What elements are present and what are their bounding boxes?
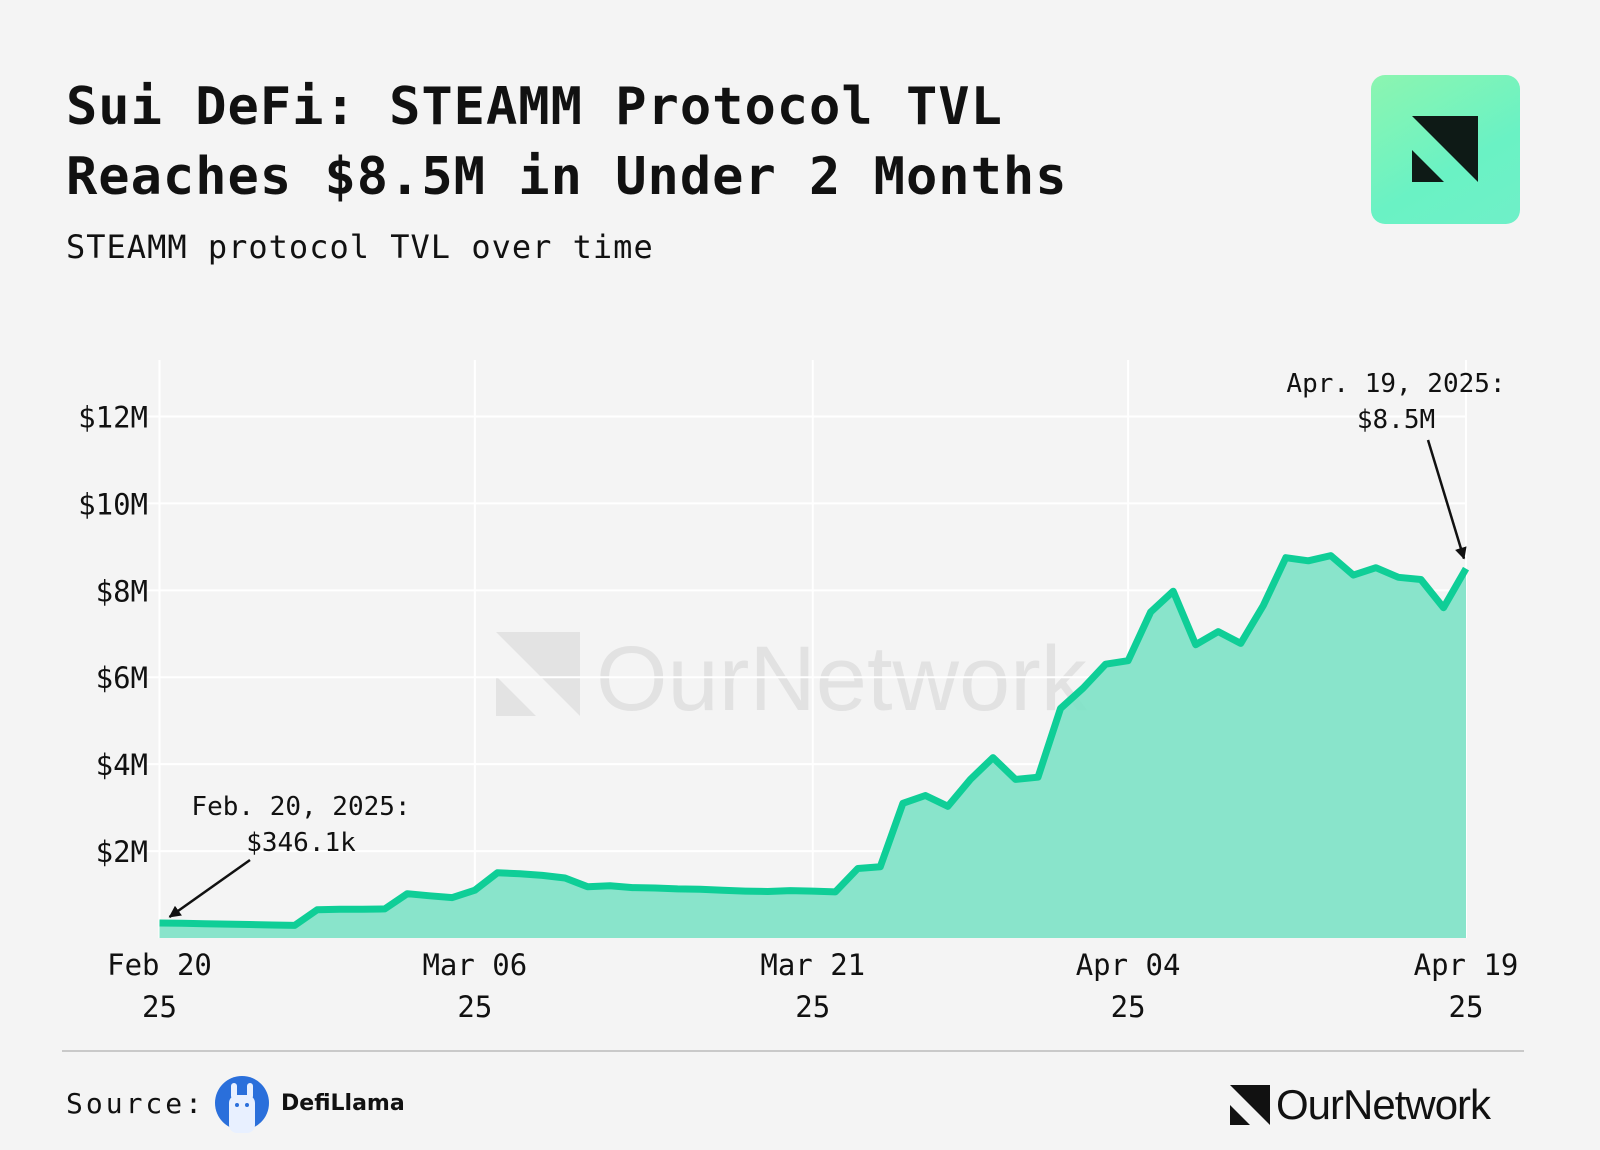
y-tick-label: $12M [78, 400, 148, 434]
title-line-1: Sui DeFi: STEAMM Protocol TVL [66, 77, 1003, 137]
chart-subtitle: STEAMM protocol TVL over time [66, 228, 654, 266]
x-tick-year: 25 [142, 990, 177, 1024]
source-name: DefiLlama [281, 1090, 405, 1116]
title-line-2: Reaches $8.5M in Under 2 Months [66, 147, 1068, 207]
watermark-mark-upper-icon [496, 632, 580, 716]
source-label: Source: [66, 1086, 206, 1120]
chart-grid [147, 360, 1467, 938]
x-tick-year: 25 [457, 990, 492, 1024]
ournetwork-mark-icon [1412, 116, 1478, 182]
x-tick-label: Mar 21 [760, 948, 865, 982]
watermark-mark-lower-icon [496, 676, 536, 716]
annotation-end-date: Apr. 19, 2025: [1286, 369, 1505, 399]
tvl-area-fill [159, 555, 1466, 938]
x-tick-label: Mar 06 [422, 948, 527, 982]
y-tick-label: $10M [78, 487, 148, 521]
y-axis: $2M $4M $6M $8M $10M $12M [78, 400, 148, 869]
x-tick-label: Apr 04 [1076, 948, 1181, 982]
footer-divider [62, 1050, 1524, 1052]
annotation-end-value: $8.5M [1357, 405, 1435, 435]
ournetwork-watermark: OurNetwork [496, 628, 1088, 730]
x-tick-label: Apr 19 [1414, 948, 1519, 982]
annotation-start-arrow [168, 858, 251, 918]
watermark-text: OurNetwork [596, 628, 1088, 730]
tvl-area-chart: OurNetwork $2M $4M $6M $8M $10M $12M Feb 20 25… [78, 360, 1518, 1024]
defillama-llama-icon [215, 1076, 270, 1133]
x-axis: Feb 20 25 Mar 06 25 Mar 21 25 Apr 04 25 Apr 19 25 [107, 948, 1518, 1024]
y-tick-label: $4M [96, 748, 148, 782]
source-attribution: Source: DefiLlama [66, 1071, 405, 1135]
chart-title: Sui DeFi: STEAMM Protocol TVL Reaches $8… [66, 72, 1266, 212]
tvl-line [159, 552, 1470, 929]
x-tick-year: 25 [1111, 990, 1146, 1024]
chart-annotations: Feb. 20, 2025: $346.1k Apr. 19, 2025: $8.5M [168, 369, 1506, 918]
y-tick-label: $6M [96, 661, 148, 695]
ournetwork-footer-logo: OurNetwork [1230, 1080, 1491, 1130]
ournetwork-footer-mark-icon [1230, 1085, 1270, 1125]
x-tick-label: Feb 20 [107, 948, 212, 982]
y-tick-label: $8M [96, 574, 148, 608]
annotation-start-value: $346.1k [246, 828, 356, 858]
annotation-end-arrow [1426, 439, 1467, 560]
x-tick-year: 25 [795, 990, 830, 1024]
annotation-start-date: Feb. 20, 2025: [191, 792, 410, 822]
y-tick-label: $2M [96, 835, 148, 869]
brand-name: OurNetwork [1276, 1081, 1491, 1128]
x-tick-year: 25 [1449, 990, 1484, 1024]
ournetwork-logo-badge [1371, 75, 1520, 224]
